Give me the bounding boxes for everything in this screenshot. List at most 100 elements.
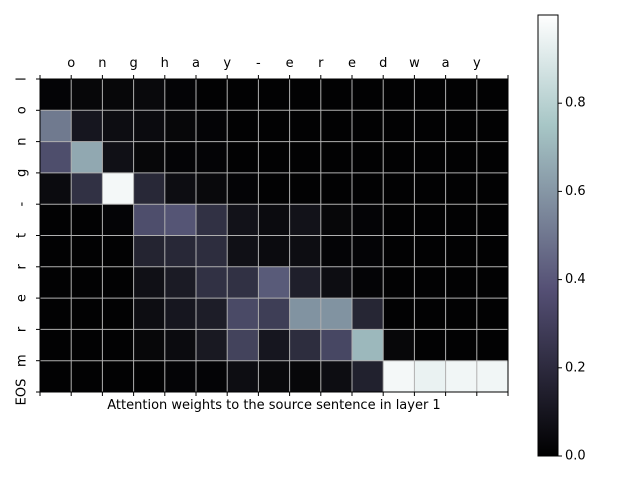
heatmap-cell bbox=[258, 298, 291, 330]
heatmap-cell bbox=[383, 79, 415, 111]
colorbar-frame bbox=[537, 14, 559, 457]
heatmap-cell bbox=[414, 141, 447, 174]
heatmap-cell bbox=[414, 298, 447, 330]
x-tick-label: w bbox=[409, 56, 420, 71]
heatmap-cell bbox=[133, 360, 166, 393]
y-tick-label: n bbox=[15, 137, 30, 145]
heatmap-cell bbox=[71, 266, 103, 299]
heatmap-cell bbox=[71, 172, 103, 205]
x-tick-label: o bbox=[67, 56, 75, 71]
heatmap-cell bbox=[289, 360, 322, 393]
heatmap-cell bbox=[414, 204, 447, 236]
heatmap-cell bbox=[102, 266, 135, 299]
heatmap-cell bbox=[414, 329, 447, 362]
y-tick-label: EOS bbox=[15, 379, 30, 406]
x-tick-label: - bbox=[256, 56, 261, 71]
heatmap-cell bbox=[445, 329, 478, 362]
heatmap-cell bbox=[320, 141, 353, 174]
heatmap-cell bbox=[352, 360, 384, 393]
heatmap-cell bbox=[258, 329, 291, 362]
heatmap-cell bbox=[164, 110, 197, 143]
heatmap-cell bbox=[289, 141, 322, 174]
heatmap-cell bbox=[164, 141, 197, 174]
heatmap-cell bbox=[133, 266, 166, 299]
heatmap-cell bbox=[383, 235, 415, 268]
heatmap-cell bbox=[383, 141, 415, 174]
heatmap-cell bbox=[40, 266, 72, 299]
heatmap-cell bbox=[71, 141, 103, 174]
heatmap-cell bbox=[476, 204, 509, 236]
colorbar-ticks: 0.0 0.2 0.4 0.6 0.8 bbox=[558, 96, 586, 464]
heatmap-cell bbox=[133, 329, 166, 362]
heatmap-cell bbox=[320, 266, 353, 299]
heatmap-cell bbox=[40, 360, 72, 393]
heatmap-cell bbox=[289, 79, 322, 111]
heatmap-cell bbox=[352, 172, 384, 205]
y-tick-label: - bbox=[15, 202, 30, 207]
heatmap-cell bbox=[133, 110, 166, 143]
heatmap-cell bbox=[164, 266, 197, 299]
y-tick-label: l bbox=[15, 77, 30, 81]
heatmap-cell bbox=[258, 204, 291, 236]
heatmap-cell bbox=[258, 172, 291, 205]
y-axis-ticks: l o n g - t r e r m EOS bbox=[15, 77, 40, 406]
colorbar-tick-label: 0.8 bbox=[565, 96, 586, 111]
heatmap-cell bbox=[196, 360, 228, 393]
heatmap-cell bbox=[320, 110, 353, 143]
heatmap-cell bbox=[258, 110, 291, 143]
heatmap-cell bbox=[320, 360, 353, 393]
heatmap-cell bbox=[445, 141, 478, 174]
heatmap-cell bbox=[445, 172, 478, 205]
heatmap-cell bbox=[352, 141, 384, 174]
y-tick-label: m bbox=[15, 354, 30, 367]
heatmap-cell bbox=[352, 110, 384, 143]
heatmap-cell bbox=[414, 110, 447, 143]
heatmap-cell bbox=[445, 360, 478, 393]
heatmap-cell bbox=[133, 298, 166, 330]
heatmap-cell bbox=[414, 266, 447, 299]
heatmap-cell bbox=[383, 204, 415, 236]
heatmap-cell bbox=[40, 172, 72, 205]
x-tick-label: e bbox=[348, 56, 356, 71]
heatmap-cell bbox=[102, 79, 135, 111]
heatmap-cell bbox=[133, 141, 166, 174]
heatmap-cell bbox=[40, 235, 72, 268]
heatmap-cell bbox=[71, 360, 103, 393]
heatmap-cell bbox=[414, 79, 447, 111]
heatmap-cell bbox=[476, 360, 509, 393]
heatmap-cell bbox=[352, 298, 384, 330]
heatmap-cell bbox=[445, 79, 478, 111]
heatmap-cell bbox=[196, 172, 228, 205]
heatmap-cell bbox=[289, 172, 322, 205]
heatmap-cell bbox=[476, 79, 509, 111]
heatmap-cell bbox=[196, 141, 228, 174]
x-axis-label: Attention weights to the source sentence… bbox=[107, 398, 440, 413]
heatmap-grid bbox=[39, 78, 509, 393]
heatmap-cell bbox=[476, 235, 509, 268]
heatmap-cell bbox=[102, 329, 135, 362]
heatmap-cell bbox=[227, 266, 259, 299]
heatmap-cell bbox=[258, 79, 291, 111]
heatmap-cell bbox=[102, 172, 135, 205]
x-tick-label: e bbox=[286, 56, 294, 71]
heatmap-cell bbox=[258, 235, 291, 268]
heatmap-cell bbox=[164, 329, 197, 362]
heatmap-cell bbox=[164, 79, 197, 111]
x-tick-label: g bbox=[129, 56, 137, 71]
heatmap-cell bbox=[40, 329, 72, 362]
heatmap-cell bbox=[352, 235, 384, 268]
heatmap-cell bbox=[196, 235, 228, 268]
y-tick-label: g bbox=[15, 169, 30, 177]
heatmap-cell bbox=[352, 266, 384, 299]
heatmap-cell bbox=[352, 329, 384, 362]
x-tick-label: d bbox=[379, 56, 387, 71]
heatmap-cell bbox=[71, 110, 103, 143]
heatmap-cell bbox=[289, 329, 322, 362]
heatmap-cell bbox=[196, 298, 228, 330]
x-tick-label: a bbox=[192, 56, 200, 71]
heatmap-cell bbox=[227, 141, 259, 174]
heatmap-cell bbox=[476, 141, 509, 174]
heatmap-cell bbox=[320, 204, 353, 236]
heatmap-cell bbox=[227, 360, 259, 393]
